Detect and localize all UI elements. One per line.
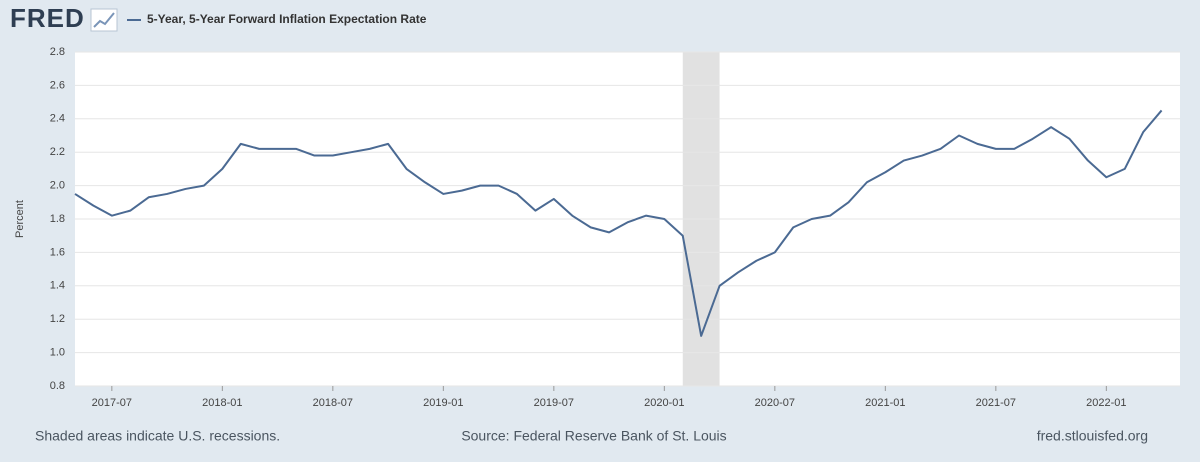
x-tick-label: 2020-07	[755, 397, 795, 409]
x-tick-label: 2022-01	[1086, 397, 1126, 409]
x-tick-label: 2020-01	[644, 397, 684, 409]
y-tick-label: 1.2	[50, 313, 65, 325]
logo-icon	[90, 8, 118, 32]
x-tick-label: 2019-01	[423, 397, 463, 409]
y-tick-label: 2.4	[50, 113, 65, 125]
y-tick-label: 2.6	[50, 79, 65, 91]
x-tick-label: 2017-07	[92, 397, 132, 409]
x-tick-label: 2018-01	[202, 397, 242, 409]
logo: FRED	[10, 3, 85, 33]
y-tick-label: 0.8	[50, 380, 65, 392]
note: Shaded areas indicate U.S. recessions.	[35, 428, 280, 444]
y-tick-label: 1.8	[50, 213, 65, 225]
y-tick-label: 1.4	[50, 280, 65, 292]
y-tick-label: 2.8	[50, 46, 65, 58]
x-tick-label: 2018-07	[313, 397, 353, 409]
y-axis-label: Percent	[14, 200, 26, 238]
y-tick-label: 1.6	[50, 246, 65, 258]
series-line	[74, 109, 1163, 337]
x-tick-label: 2021-07	[976, 397, 1016, 409]
site: fred.stlouisfed.org	[1037, 428, 1148, 444]
y-tick-label: 2.2	[50, 146, 65, 158]
source: Source: Federal Reserve Bank of St. Loui…	[461, 428, 726, 444]
y-tick-label: 2.0	[50, 180, 65, 192]
x-tick-label: 2021-01	[865, 397, 905, 409]
legend-label: 5-Year, 5-Year Forward Inflation Expecta…	[147, 12, 427, 26]
x-tick-label: 2019-07	[534, 397, 574, 409]
y-tick-label: 1.0	[50, 347, 65, 359]
